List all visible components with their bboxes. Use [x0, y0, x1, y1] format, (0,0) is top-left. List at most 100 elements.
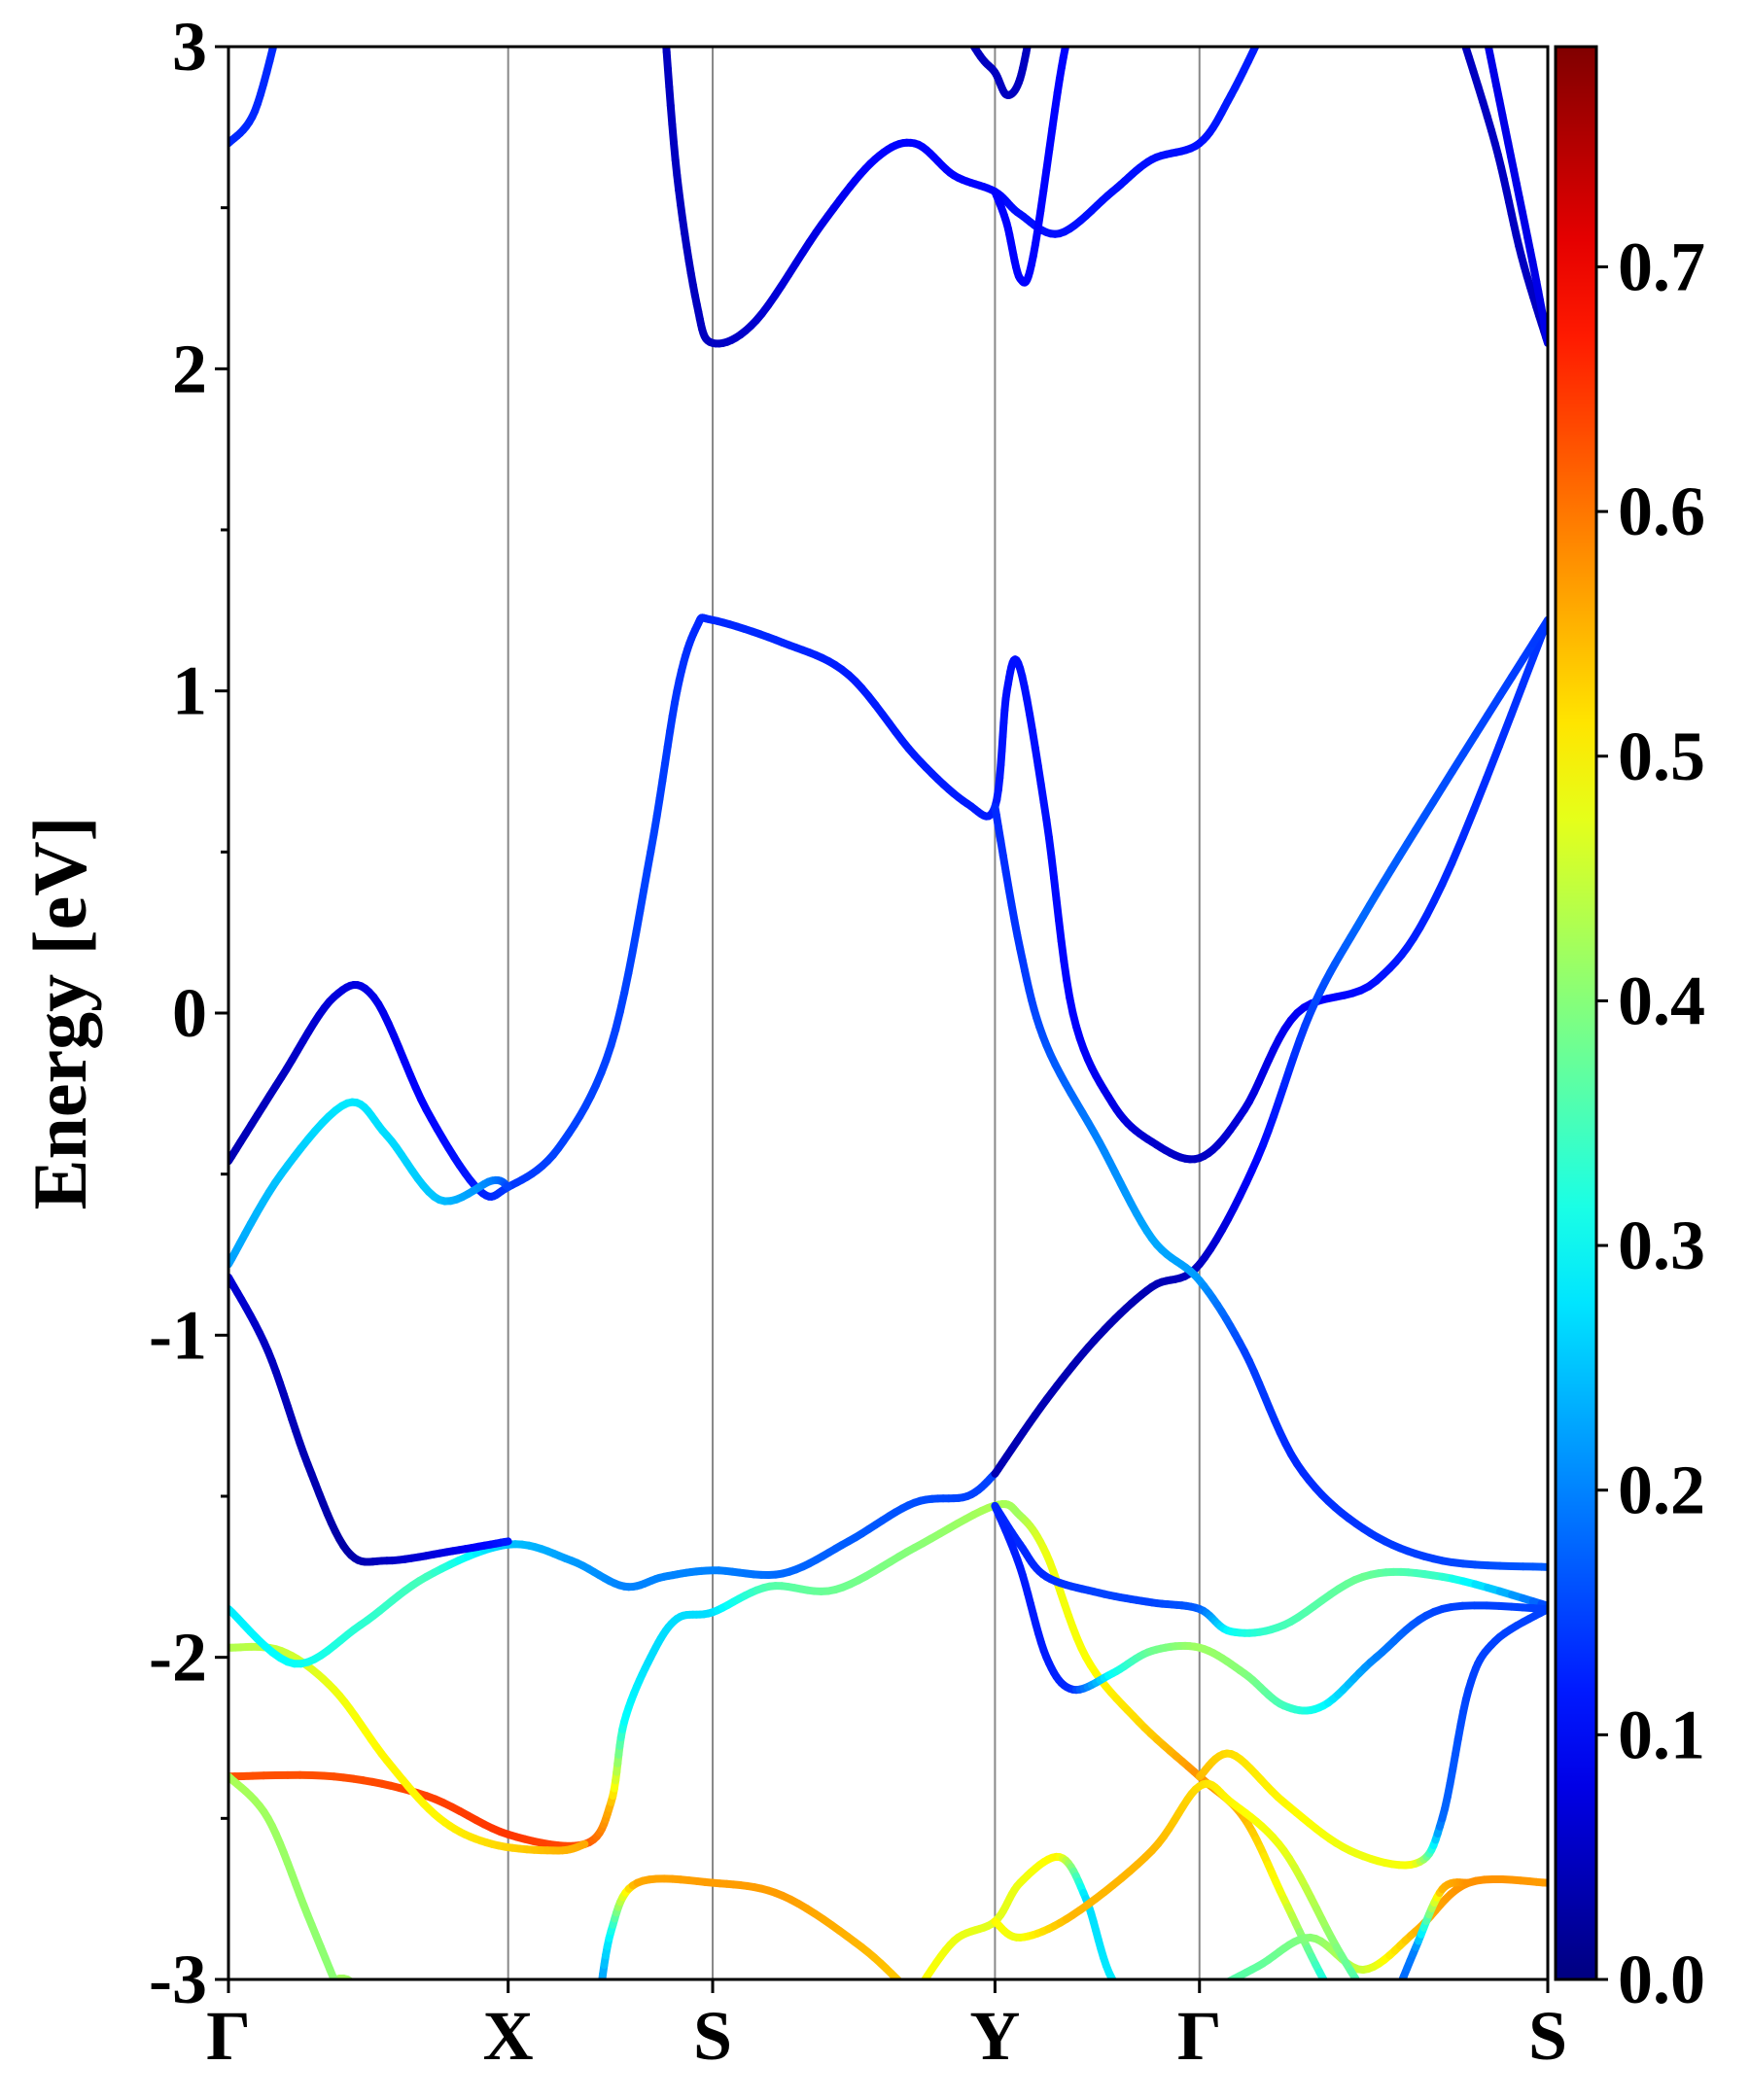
band-segment [1131, 2002, 1135, 2005]
band-segment [1071, 18, 1072, 21]
band-23 [1482, 15, 1548, 347]
band-segment [1166, 2010, 1171, 2012]
band-segment [1265, 19, 1268, 26]
band-segment [938, 2010, 940, 2011]
band-segment [1072, 15, 1073, 18]
band-segment [1360, 1985, 1364, 1992]
band-segment [939, 2011, 940, 2012]
band-segment [384, 2024, 386, 2027]
band-segment [915, 1996, 919, 1999]
y-tick-label: -1 [149, 1296, 207, 1374]
band-segment [1470, 774, 1491, 814]
y-tick-label: -3 [149, 1941, 207, 2018]
band-segment [1389, 2008, 1391, 2012]
x-tick-label: Γ [206, 1997, 251, 2075]
band-segment [1374, 2008, 1376, 2012]
band-segment [501, 1537, 512, 1546]
band-segment [919, 1999, 923, 2002]
colorbar-tick-label: 0.6 [1618, 472, 1705, 550]
band-segment [933, 2008, 935, 2009]
band-segment [1032, 15, 1033, 18]
band-segment [1161, 2011, 1166, 2012]
colorbar-tick-label: 0.7 [1618, 228, 1705, 305]
band-9 [991, 615, 1548, 1478]
band-segment [1023, 47, 1032, 50]
band-11 [991, 1501, 1548, 1637]
high-symmetry-lines [507, 47, 1201, 1979]
band-segment [954, 15, 956, 18]
band-segment [1337, 2002, 1342, 2010]
band-16 [991, 1779, 1376, 2012]
band-segment [966, 34, 969, 39]
band-segment [1458, 805, 1479, 842]
band-segment [1143, 2009, 1147, 2011]
y-tick-label: 3 [172, 8, 207, 86]
band-segment [373, 2009, 377, 2014]
band-segment [1399, 1978, 1403, 1979]
band-segment [1342, 2010, 1347, 2016]
colorbar-tick-label: 0.2 [1618, 1452, 1705, 1529]
band-segment [1123, 1994, 1127, 1998]
x-tick-label: S [693, 1997, 732, 2075]
band-segment [1067, 36, 1068, 42]
band-segment [301, 1996, 308, 1998]
band-segment [1139, 2007, 1143, 2009]
band-segment [664, 15, 665, 24]
band-19 [662, 15, 1268, 348]
band-segment [361, 1991, 366, 1997]
band-segment [1354, 2030, 1358, 2036]
band-20 [991, 15, 1073, 287]
y-axis-ticks: -3 -2 -1 0 1 2 3 [149, 8, 228, 2018]
band-segment [328, 1977, 337, 1979]
y-tick-label: 1 [172, 652, 207, 730]
band-segment [915, 1992, 917, 1996]
band-segment [356, 1985, 361, 1990]
colorbar-tick-label: 0.0 [1618, 1941, 1705, 2018]
band-segment [1210, 1988, 1216, 1991]
y-tick-label: -2 [149, 1619, 207, 1697]
band-10 [991, 802, 1548, 1571]
band-segment [328, 1978, 332, 1979]
band-segment [293, 1998, 300, 2000]
band-segment [1350, 2023, 1354, 2029]
band-segment [1332, 1994, 1337, 2002]
colorbar-tick-label: 0.1 [1618, 1696, 1705, 1773]
band-segment [318, 1988, 322, 1991]
band-segment [969, 47, 976, 49]
band-segment [280, 15, 282, 20]
band-segment [275, 2003, 285, 2006]
band-segment [931, 2007, 934, 2008]
band-segment [600, 1992, 601, 2000]
band-segment [1346, 2016, 1349, 2023]
band-segment [922, 2001, 925, 2003]
colorbar-tick-label: 0.3 [1618, 1207, 1705, 1284]
band-segment [1483, 742, 1503, 783]
band-segment [338, 1990, 342, 1999]
band-segment [1205, 1990, 1210, 1993]
band-segment [665, 24, 666, 37]
band-segment [1257, 34, 1261, 43]
y-tick-label: 2 [172, 330, 207, 407]
band-segment [1069, 25, 1070, 30]
band-segment [1482, 15, 1484, 22]
band-segment [1070, 21, 1071, 25]
band-segment [928, 2005, 931, 2007]
plot-background [228, 47, 1548, 1979]
band-segment [1485, 47, 1490, 48]
band-curves [228, 15, 1548, 2036]
colorbar-ticks: 0.0 0.1 0.2 0.3 0.4 0.5 0.6 0.7 [1596, 228, 1705, 2018]
band-segment [963, 29, 966, 34]
band-segment [1029, 30, 1030, 38]
colorbar-tick-label: 0.5 [1618, 718, 1705, 795]
band-segment [1135, 2005, 1138, 2008]
band-8 [228, 1098, 512, 1269]
band-14 [598, 1874, 940, 2012]
band-6 [228, 1273, 512, 1566]
band-segment [345, 2006, 347, 2012]
band-segment [599, 2000, 600, 2007]
band-segment [1448, 833, 1467, 868]
colorbar-tick-label: 0.4 [1618, 962, 1705, 1039]
band-segment [365, 1996, 369, 2002]
y-axis-label: Energy [eV] [18, 816, 102, 1209]
